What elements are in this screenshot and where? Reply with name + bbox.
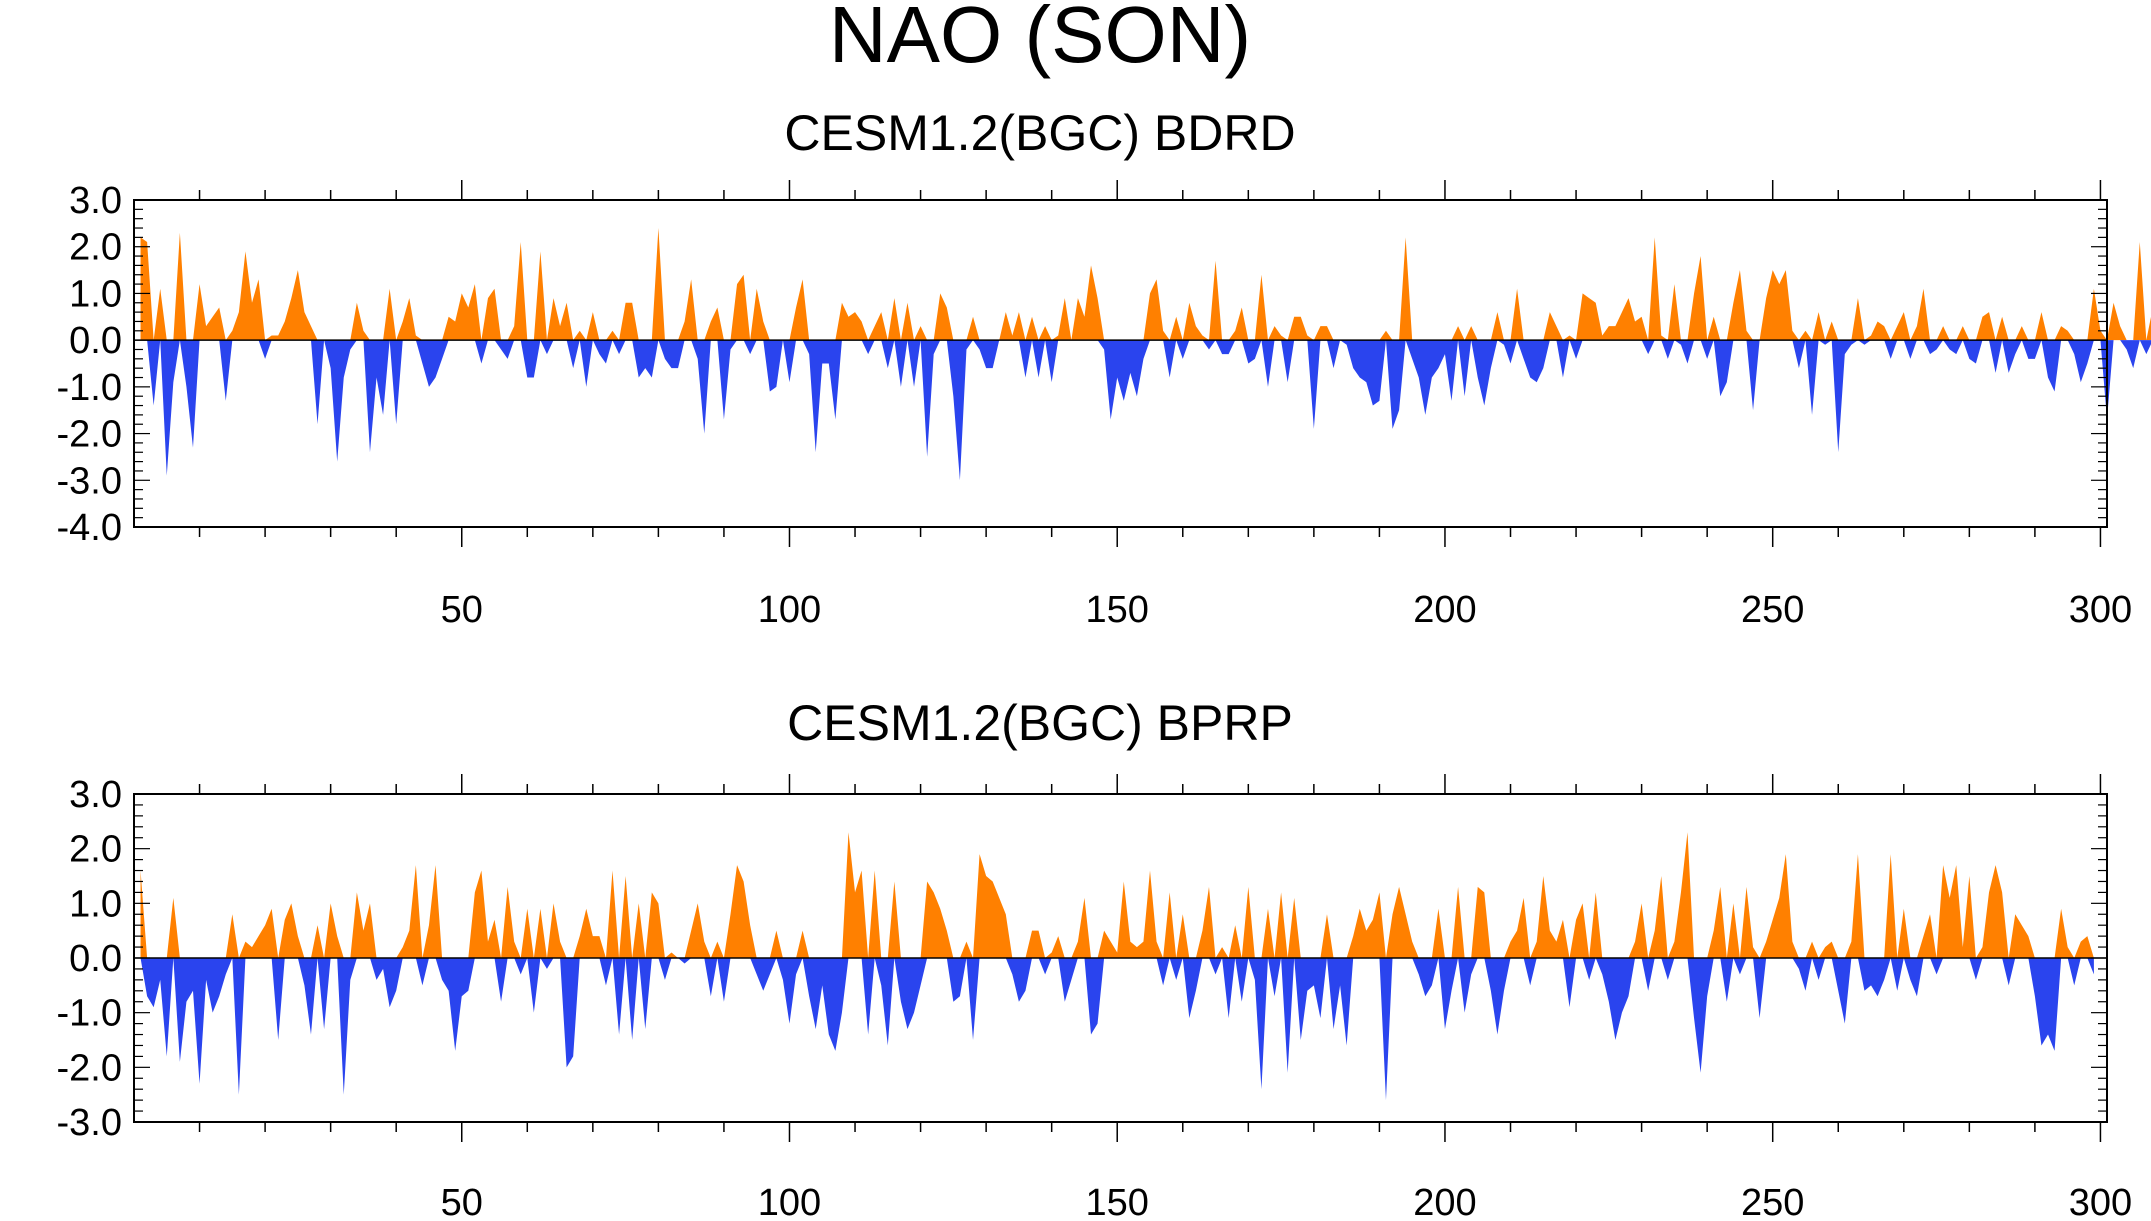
y-tick-label: -1.0 [57, 993, 122, 1035]
x-tick-label: 300 [2069, 589, 2132, 631]
negative-area [140, 340, 2151, 481]
panel-bdrd: CESM1.2(BGC) BDRD 50 100 150 200 250 300 -4.0 -… [57, 105, 2151, 631]
y-tick-label: -3.0 [57, 1102, 122, 1144]
x-tick-label: 150 [1086, 1182, 1149, 1221]
positive-area [140, 228, 2151, 341]
x-tick-label: 50 [441, 1182, 483, 1221]
y-tick-label: 0.0 [69, 320, 122, 362]
x-tick-label: 100 [758, 589, 821, 631]
y-tick-label: -4.0 [57, 507, 122, 549]
x-tick-label: 200 [1413, 1182, 1476, 1221]
y-tick-label: 1.0 [69, 273, 122, 315]
y-tick-label: 1.0 [69, 883, 122, 925]
x-tick-label: 250 [1741, 589, 1804, 631]
x-tick-label: 150 [1086, 589, 1149, 631]
y-tick-label: 0.0 [69, 938, 122, 980]
plot-frame [133, 199, 2108, 528]
y-tick-label: -2.0 [57, 1047, 122, 1089]
x-tick-label: 300 [2069, 1182, 2132, 1221]
x-tick-label: 250 [1741, 1182, 1804, 1221]
y-tick-label: 2.0 [69, 227, 122, 269]
panel-title: CESM1.2(BGC) BDRD [784, 105, 1295, 161]
y-tick-label: 3.0 [69, 774, 122, 816]
negative-area [140, 958, 2094, 1101]
positive-area [140, 832, 2094, 958]
y-tick-label: -1.0 [57, 367, 122, 409]
y-tick-label: -2.0 [57, 414, 122, 456]
x-tick-label: 200 [1413, 589, 1476, 631]
x-tick-label: 100 [758, 1182, 821, 1221]
y-tick-label: 2.0 [69, 829, 122, 871]
panel-title: CESM1.2(BGC) BPRP [787, 695, 1293, 751]
figure-title: NAO (SON) [829, 0, 1251, 79]
panel-bprp: CESM1.2(BGC) BPRP 50 100 150 200 250 300 -3.0 -… [57, 695, 2133, 1221]
y-tick-label: -3.0 [57, 460, 122, 502]
x-tick-label: 50 [441, 589, 483, 631]
y-tick-label: 3.0 [69, 180, 122, 222]
